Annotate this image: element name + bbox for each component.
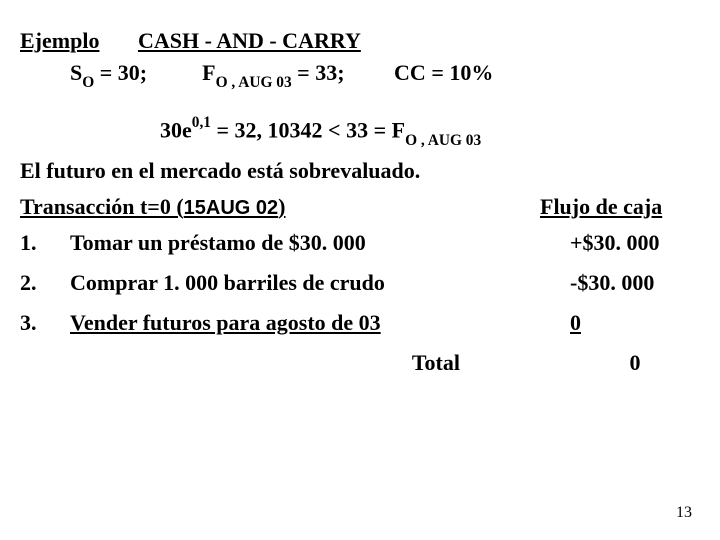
f-label: F: [202, 60, 215, 85]
f-value: = 33;: [292, 60, 345, 85]
eq-exp: 0,1: [192, 114, 211, 131]
total-value: 0: [570, 350, 700, 376]
s-sub: O: [82, 74, 94, 91]
cc-value: CC = 10%: [394, 60, 493, 85]
total-label: Total: [20, 350, 570, 376]
transaction-header: Transacción t=0 (15AUG 02): [20, 194, 286, 219]
row-desc: Tomar un préstamo de $30. 000: [70, 230, 570, 256]
f-sub: O , AUG 03: [216, 74, 292, 91]
row-desc: Vender futuros para agosto de 03: [70, 310, 381, 335]
eq-rhs-sub: O , AUG 03: [405, 132, 481, 149]
row-cash: -$30. 000: [570, 270, 700, 296]
table-row: 1. Tomar un préstamo de $30. 000 +$30. 0…: [20, 230, 700, 256]
eq-mid: = 32, 10342 < 33 = F: [211, 118, 405, 143]
row-num: 2.: [20, 270, 70, 296]
cashflow-header: Flujo de caja: [540, 194, 662, 219]
row-num: 1.: [20, 230, 70, 256]
eq-lhs: 30e: [160, 118, 192, 143]
strategy-title: CASH - AND - CARRY: [138, 28, 361, 53]
row-cash: 0: [570, 310, 581, 335]
overvalued-text: El futuro en el mercado está sobrevaluad…: [20, 158, 700, 184]
row-cash: +$30. 000: [570, 230, 700, 256]
transaction-header-pre: Transacción t=0 (: [20, 194, 184, 219]
table-row: 2. Comprar 1. 000 barriles de crudo -$30…: [20, 270, 700, 296]
s-value: = 30;: [94, 60, 147, 85]
row-num: 3.: [20, 310, 70, 336]
transaction-header-date: 15AUG 02: [184, 197, 279, 219]
page-number: 13: [676, 504, 692, 522]
example-label: Ejemplo: [20, 28, 99, 53]
table-row: 3. Vender futuros para agosto de 03 0: [20, 310, 700, 336]
s-label: S: [70, 60, 82, 85]
transaction-header-close: ): [278, 194, 285, 219]
row-desc: Comprar 1. 000 barriles de crudo: [70, 270, 570, 296]
